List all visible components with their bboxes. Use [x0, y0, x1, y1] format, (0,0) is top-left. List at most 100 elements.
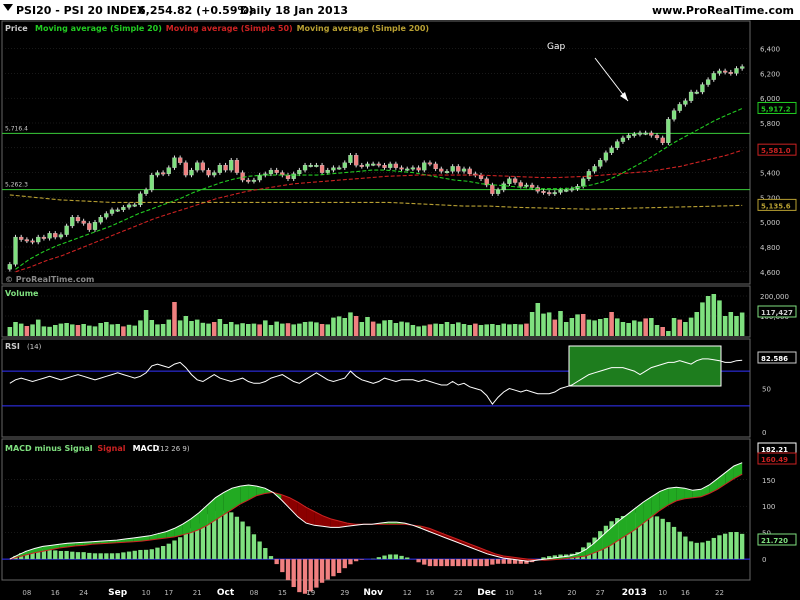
macd-fill — [651, 491, 660, 517]
candle-body — [217, 165, 223, 173]
candle-body — [325, 169, 330, 173]
candle-body — [711, 73, 716, 80]
volume-bar — [688, 317, 694, 336]
volume-bar — [654, 325, 660, 336]
volume-bar — [274, 321, 279, 336]
macd-histogram-bar — [109, 553, 115, 560]
candle-body — [371, 163, 376, 166]
macd-histogram-bar — [495, 559, 501, 564]
macd-histogram-bar — [473, 559, 478, 567]
volume-bar — [370, 321, 376, 336]
candle-body — [507, 178, 512, 184]
candle-body — [53, 233, 58, 238]
candle-body — [353, 155, 359, 166]
brand-link[interactable]: www.ProRealTime.com — [651, 4, 794, 17]
macd-legend-entry: Signal — [97, 444, 125, 453]
macd-histogram-bar — [92, 553, 98, 560]
price-tick-label: 5,000 — [760, 219, 780, 227]
volume-bar — [126, 324, 132, 336]
candle-body — [178, 157, 183, 163]
candle-body — [212, 172, 217, 176]
macd-fill — [684, 488, 693, 499]
volume-bar — [121, 326, 126, 336]
volume-bar — [115, 324, 120, 336]
candle-body — [467, 168, 472, 174]
macd-histogram-bar — [626, 514, 631, 560]
candle-body — [200, 162, 205, 171]
volume-bar — [563, 322, 569, 336]
candle-body — [87, 223, 92, 230]
candle-body — [564, 189, 569, 192]
volume-bar — [382, 320, 387, 336]
macd-histogram-bar — [132, 550, 137, 560]
x-tick-label: 16 — [681, 589, 690, 597]
candle-body — [740, 66, 745, 69]
candle-body — [149, 174, 154, 191]
macd-fill — [676, 487, 685, 501]
macd-histogram-bar — [734, 532, 739, 560]
macd-fill — [289, 497, 298, 517]
volume-bar — [104, 322, 109, 336]
candle-body — [234, 160, 240, 173]
macd-fill — [643, 496, 652, 524]
x-tick-label: 2013 — [622, 588, 647, 598]
volume-bar — [569, 318, 575, 336]
candle-body — [41, 236, 47, 239]
price-last-value-box — [757, 198, 797, 211]
macd-histogram-bar — [274, 559, 279, 565]
candle-body — [422, 162, 427, 171]
rsi-last-value-label: 82.586 — [761, 355, 788, 363]
x-tick-label: Dec — [477, 588, 496, 598]
macd-fill — [585, 543, 595, 556]
macd-histogram-bar — [47, 549, 52, 560]
candle-body — [302, 165, 308, 171]
dropdown-arrow-icon[interactable] — [3, 4, 13, 11]
candle-body — [189, 169, 194, 176]
sma20-line — [15, 107, 743, 270]
volume-bar — [64, 323, 69, 336]
candle-body — [75, 217, 81, 222]
macd-histogram-bar — [172, 540, 177, 560]
candle-body — [58, 234, 64, 238]
volume-bar — [643, 318, 648, 336]
candle-body — [444, 171, 450, 174]
candle-body — [291, 173, 296, 179]
rsi-tick-label: 50 — [762, 386, 771, 394]
volume-bar — [637, 321, 643, 336]
macd-histogram-bar — [223, 510, 228, 560]
volume-bar — [404, 322, 410, 336]
volume-bar — [166, 319, 172, 336]
macd-histogram-bar — [649, 514, 654, 560]
x-tick-label: 12 — [403, 589, 412, 597]
candle-body — [138, 193, 143, 205]
macd-histogram-bar — [552, 555, 557, 560]
x-tick-label: 08 — [22, 589, 31, 597]
candle-body — [223, 165, 228, 171]
macd-histogram-bar — [461, 559, 467, 567]
macd-histogram-bar — [41, 548, 47, 560]
macd-histogram-bar — [399, 555, 404, 560]
volume-bar — [450, 324, 455, 336]
volume-bar — [280, 323, 285, 336]
volume-bar — [172, 302, 177, 336]
macd-histogram-bar — [126, 551, 132, 560]
volume-bar — [92, 326, 98, 336]
volume-bar — [81, 324, 86, 336]
macd-histogram-bar — [382, 555, 387, 560]
volume-bar — [649, 318, 654, 336]
panel-frame-price — [1, 20, 751, 285]
macd-histogram-bar — [376, 557, 381, 560]
macd-histogram-bar — [512, 559, 518, 564]
volume-bar — [75, 325, 81, 336]
price-legend-entry: Moving average (Simple 200) — [297, 24, 429, 33]
candle-body — [439, 168, 444, 172]
candle-body — [529, 184, 535, 188]
sma200-line — [9, 194, 743, 210]
volume-bar — [444, 322, 450, 336]
volume-bar — [365, 317, 370, 336]
macd-fill — [240, 485, 249, 505]
candle-body — [518, 182, 523, 187]
macd-histogram-bar — [291, 559, 296, 588]
macd-histogram-bar — [450, 559, 455, 567]
candle-body — [121, 207, 126, 210]
